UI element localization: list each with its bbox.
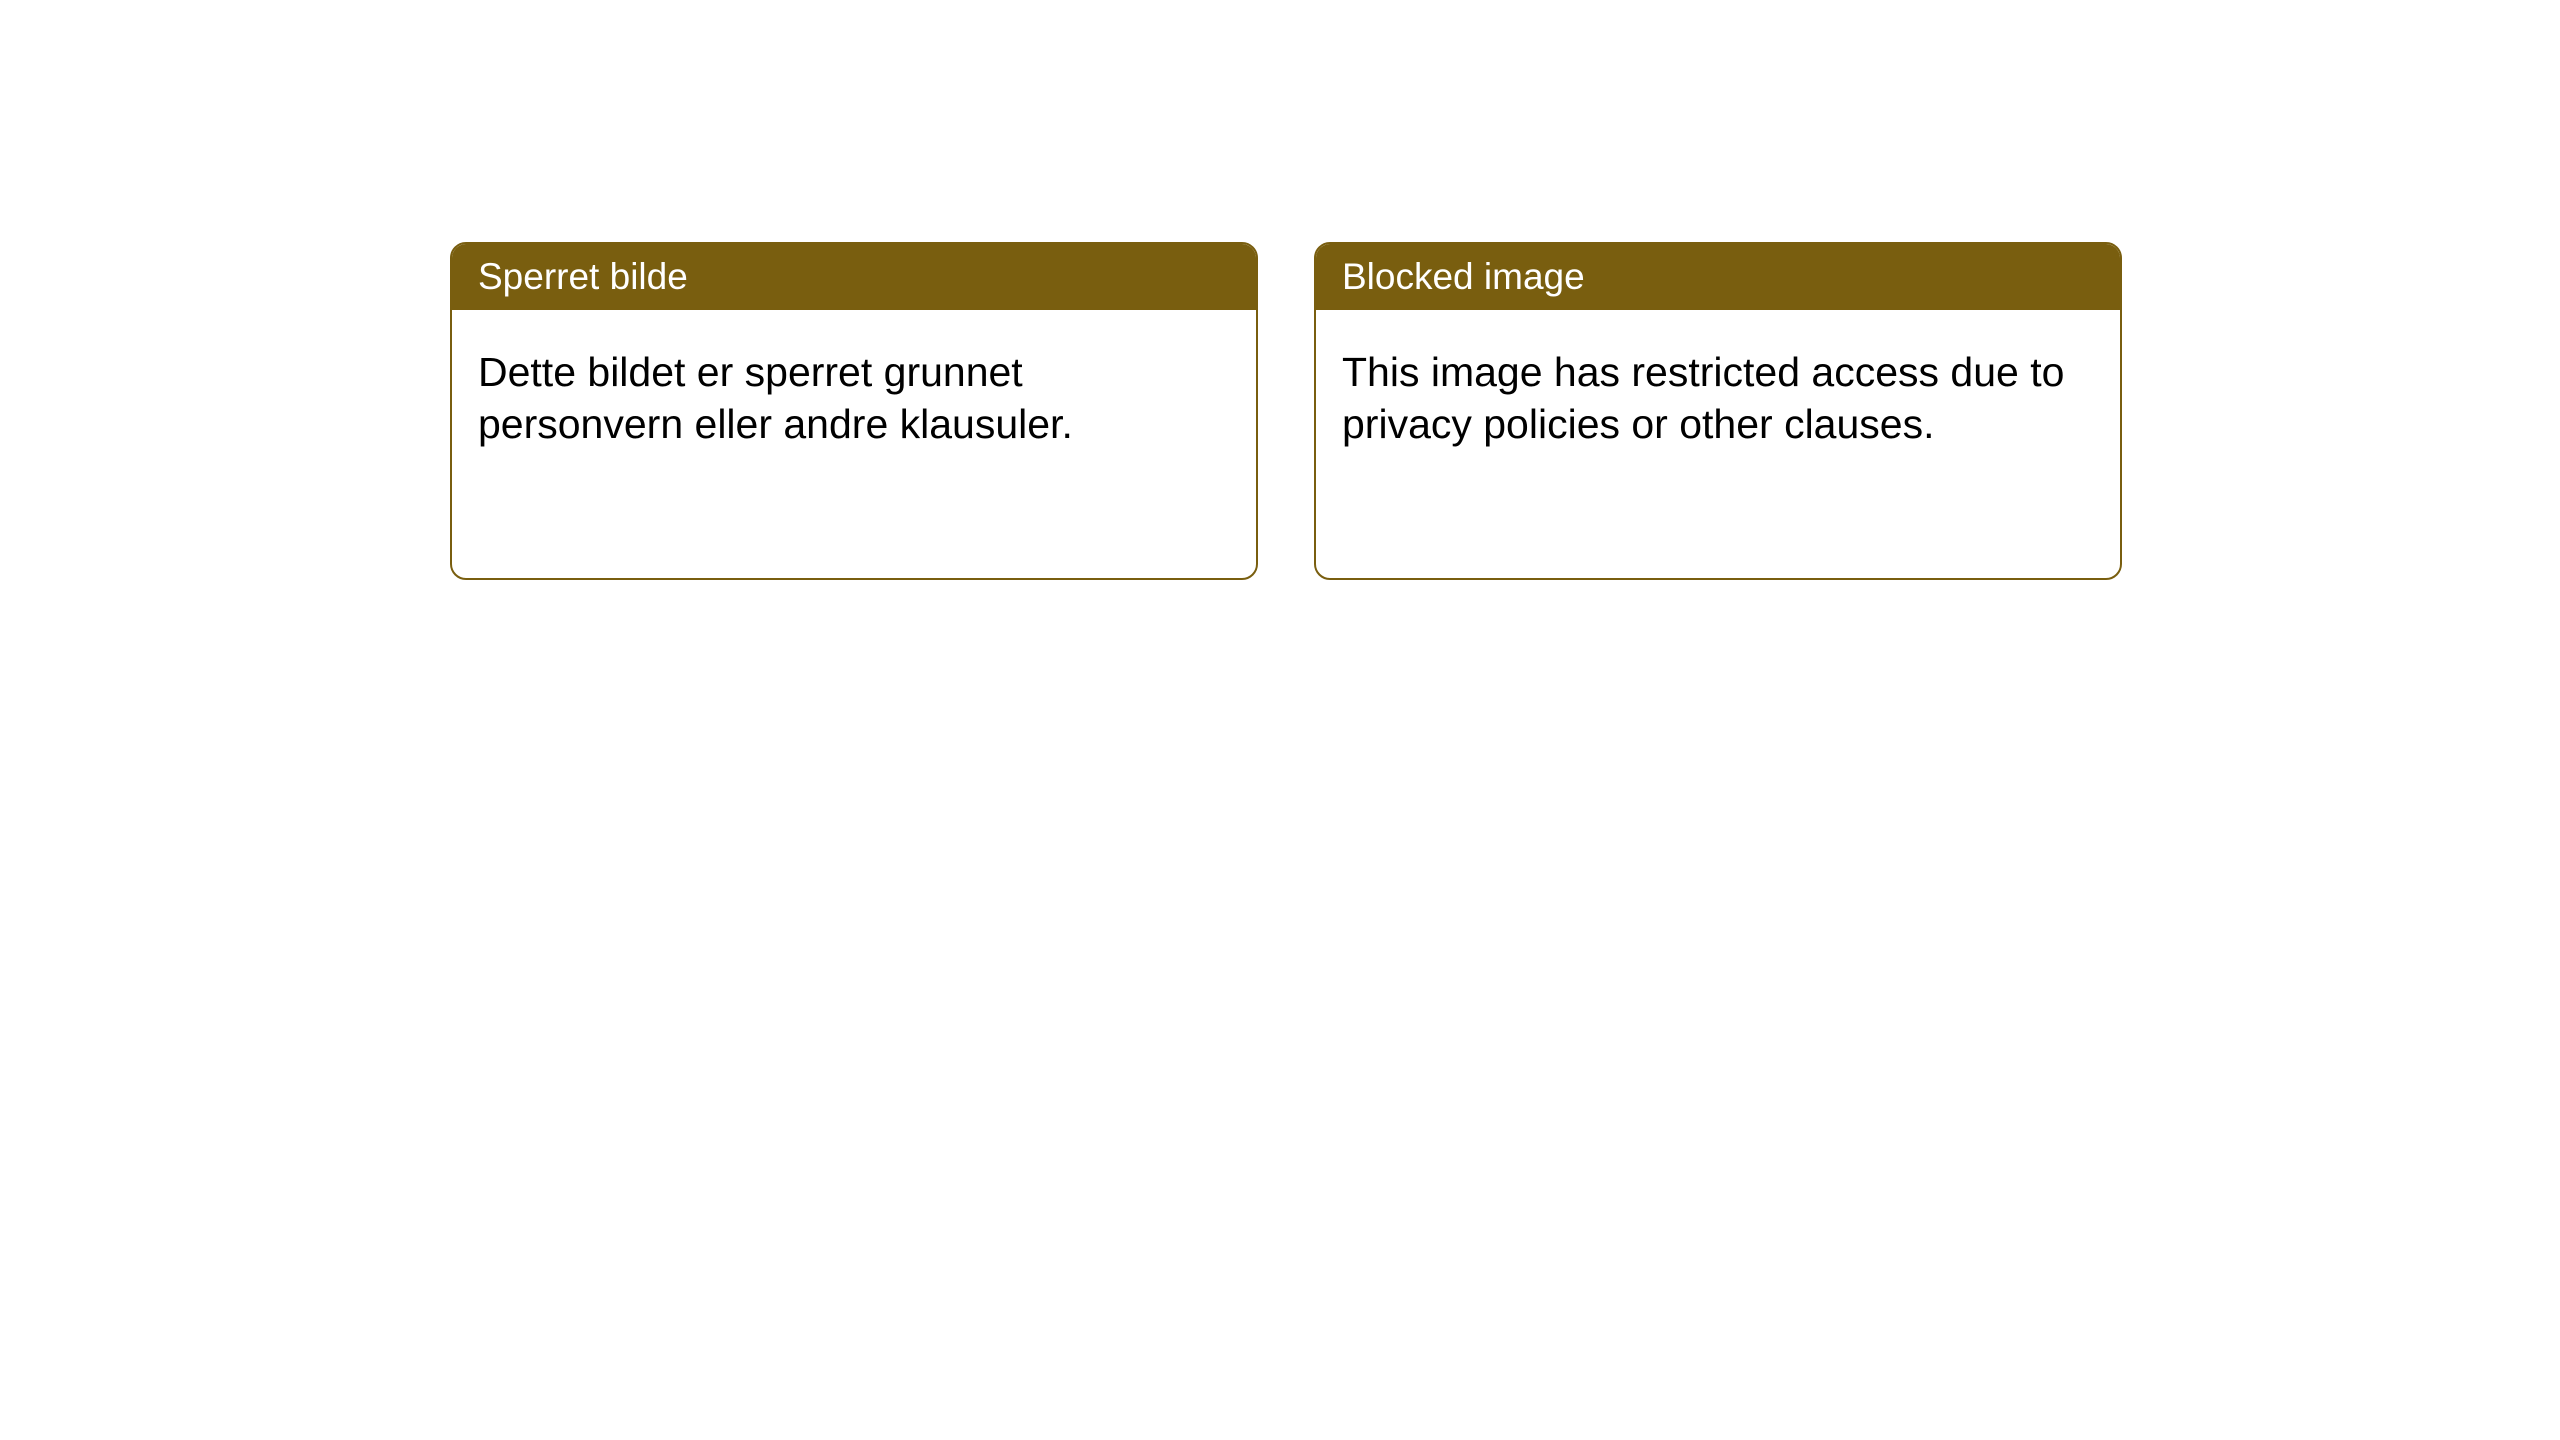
notice-card-norwegian: Sperret bilde Dette bildet er sperret gr… [450,242,1258,580]
card-body: This image has restricted access due to … [1316,310,2120,487]
card-title: Sperret bilde [478,256,688,297]
notice-card-english: Blocked image This image has restricted … [1314,242,2122,580]
notice-cards-container: Sperret bilde Dette bildet er sperret gr… [450,242,2122,580]
card-body: Dette bildet er sperret grunnet personve… [452,310,1256,487]
card-body-text: Dette bildet er sperret grunnet personve… [478,349,1073,447]
card-body-text: This image has restricted access due to … [1342,349,2064,447]
card-header: Sperret bilde [452,244,1256,310]
card-header: Blocked image [1316,244,2120,310]
card-title: Blocked image [1342,256,1585,297]
